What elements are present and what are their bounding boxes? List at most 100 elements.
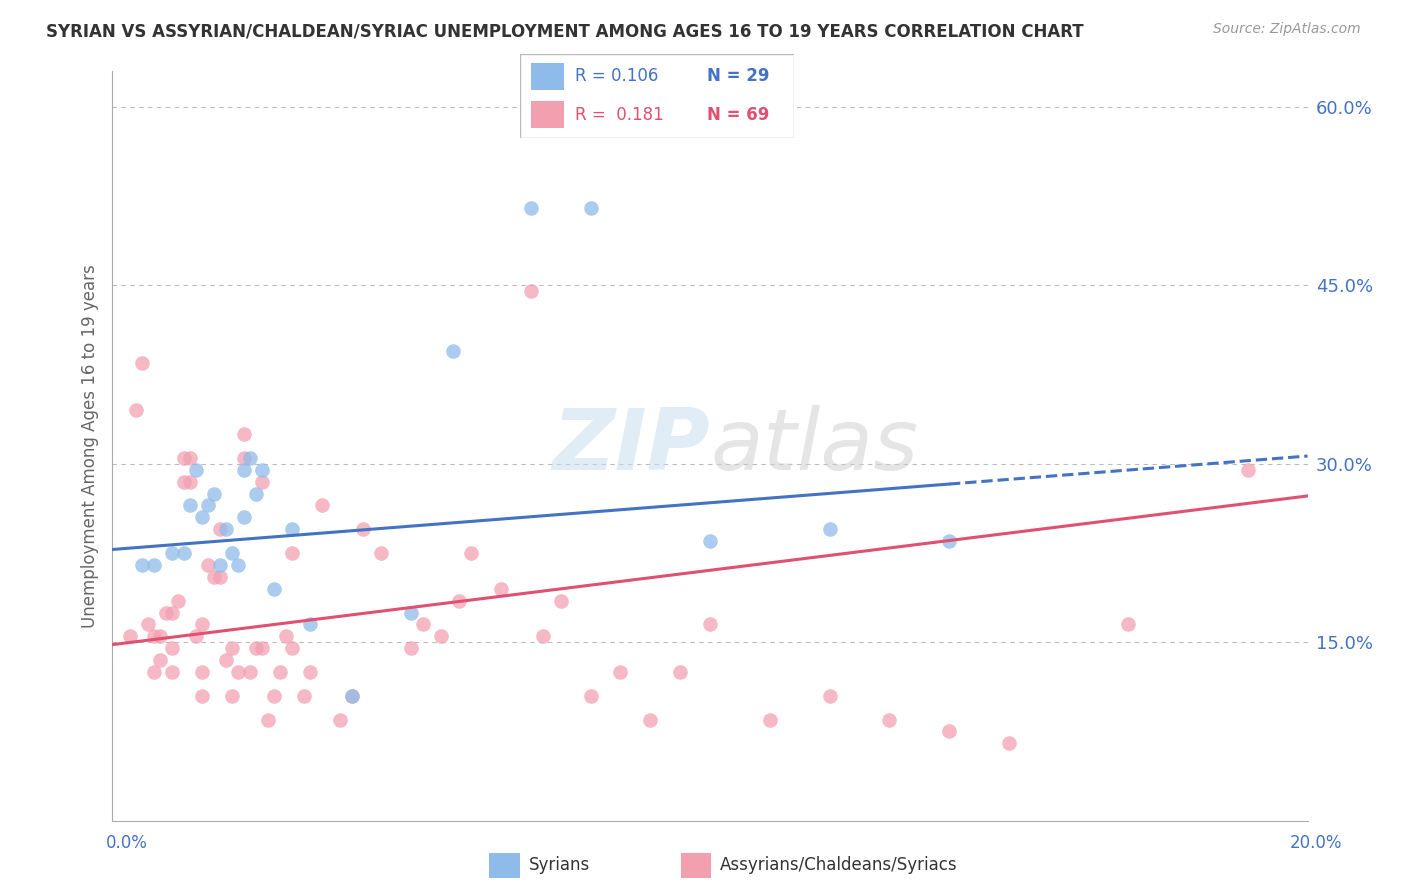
Point	[186, 463, 208, 477]
Point	[138, 617, 160, 632]
Point	[353, 522, 375, 536]
Point	[131, 356, 153, 370]
Bar	[531, 101, 564, 128]
Point	[274, 629, 297, 643]
Point	[311, 499, 333, 513]
Point	[209, 522, 232, 536]
Point	[191, 617, 214, 632]
Point	[173, 546, 195, 560]
Point	[449, 593, 471, 607]
Point	[269, 665, 291, 679]
Point	[460, 546, 482, 560]
Point	[131, 558, 153, 572]
Point	[441, 343, 464, 358]
Point	[818, 689, 841, 703]
Point	[209, 558, 232, 572]
Point	[520, 201, 543, 215]
Point	[245, 641, 267, 656]
Text: N = 29: N = 29	[707, 68, 769, 86]
Bar	[489, 853, 520, 878]
Point	[298, 617, 321, 632]
Text: SYRIAN VS ASSYRIAN/CHALDEAN/SYRIAC UNEMPLOYMENT AMONG AGES 16 TO 19 YEARS CORREL: SYRIAN VS ASSYRIAN/CHALDEAN/SYRIAC UNEMP…	[46, 22, 1084, 40]
Bar	[681, 853, 711, 878]
Point	[250, 463, 273, 477]
Point	[579, 689, 602, 703]
Point	[489, 582, 512, 596]
Point	[233, 463, 256, 477]
Point	[281, 546, 304, 560]
Point	[263, 689, 285, 703]
Point	[257, 713, 280, 727]
Point	[120, 629, 142, 643]
Text: 0.0%: 0.0%	[105, 834, 148, 852]
Point	[233, 450, 256, 465]
Point	[1118, 617, 1140, 632]
Point	[191, 510, 214, 524]
Point	[298, 665, 321, 679]
Point	[281, 641, 304, 656]
Point	[221, 641, 243, 656]
Point	[226, 665, 249, 679]
Point	[179, 450, 201, 465]
Point	[221, 689, 243, 703]
Point	[370, 546, 392, 560]
Point	[239, 450, 262, 465]
Point	[640, 713, 662, 727]
Point	[155, 606, 177, 620]
Point	[162, 641, 183, 656]
Point	[162, 546, 183, 560]
Point	[938, 724, 960, 739]
Point	[401, 606, 423, 620]
Point	[162, 606, 183, 620]
Point	[143, 629, 166, 643]
Point	[579, 201, 602, 215]
Point	[173, 450, 195, 465]
Point	[281, 522, 304, 536]
Point	[233, 427, 256, 442]
Point	[818, 522, 841, 536]
Text: Syrians: Syrians	[529, 856, 591, 874]
Text: N = 69: N = 69	[707, 105, 769, 123]
Text: Source: ZipAtlas.com: Source: ZipAtlas.com	[1213, 22, 1361, 37]
Bar	[531, 62, 564, 90]
Point	[938, 534, 960, 549]
Point	[250, 475, 273, 489]
Point	[340, 689, 363, 703]
Point	[609, 665, 631, 679]
Text: R =  0.181: R = 0.181	[575, 105, 664, 123]
Point	[186, 629, 208, 643]
Point	[263, 582, 285, 596]
Point	[699, 534, 721, 549]
Point	[143, 558, 166, 572]
Point	[1237, 463, 1260, 477]
Text: Assyrians/Chaldeans/Syriacs: Assyrians/Chaldeans/Syriacs	[720, 856, 957, 874]
Point	[197, 558, 219, 572]
Point	[221, 546, 243, 560]
Point	[149, 653, 172, 667]
Point	[412, 617, 434, 632]
Point	[202, 570, 225, 584]
Point	[430, 629, 453, 643]
Point	[179, 475, 201, 489]
Point	[149, 629, 172, 643]
Point	[197, 499, 219, 513]
Point	[179, 499, 201, 513]
Point	[191, 689, 214, 703]
Text: ZIP: ZIP	[553, 404, 710, 488]
Point	[329, 713, 352, 727]
Point	[292, 689, 315, 703]
Point	[173, 475, 195, 489]
Point	[215, 653, 238, 667]
Point	[202, 486, 225, 500]
Point	[998, 736, 1021, 750]
Point	[250, 641, 273, 656]
Point	[401, 641, 423, 656]
Point	[550, 593, 572, 607]
Text: atlas: atlas	[710, 404, 918, 488]
Point	[167, 593, 190, 607]
Point	[245, 486, 267, 500]
Point	[125, 403, 148, 417]
Point	[699, 617, 721, 632]
Point	[209, 570, 232, 584]
Point	[239, 665, 262, 679]
